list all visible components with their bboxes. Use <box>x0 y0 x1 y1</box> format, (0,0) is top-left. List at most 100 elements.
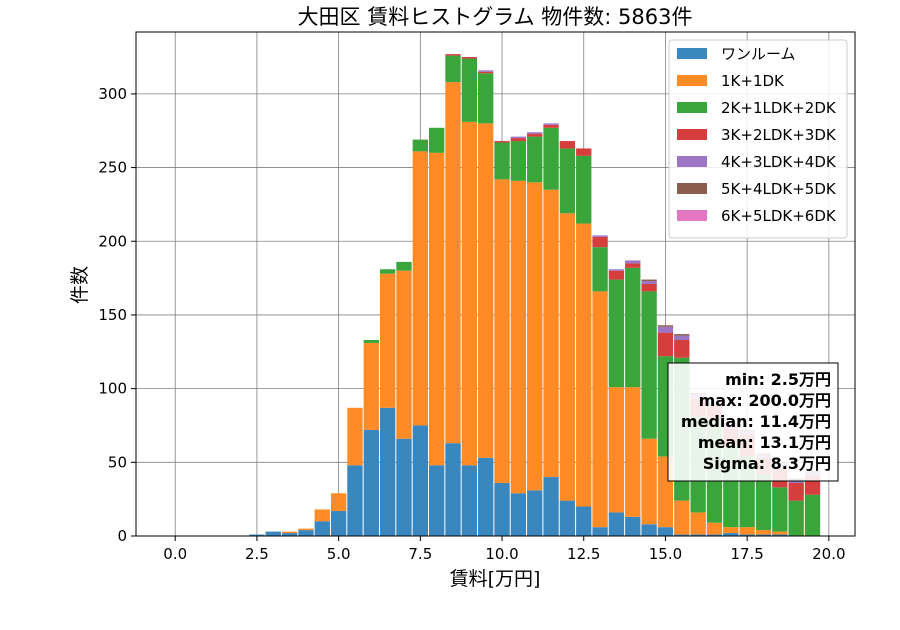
bar-segment <box>608 279 625 388</box>
x-tick-label: 2.5 <box>245 545 269 563</box>
bar-segment <box>347 465 363 536</box>
bar-segment <box>755 474 772 531</box>
bar-segment <box>576 148 592 156</box>
x-tick-label: 10.0 <box>485 545 518 563</box>
bar-segment <box>788 482 804 501</box>
bar-segment <box>674 334 690 336</box>
bar-segment <box>543 477 559 536</box>
bar-segment <box>657 527 674 536</box>
bar-segment <box>706 522 723 535</box>
bar-segment <box>543 123 559 125</box>
bar-segment <box>576 155 592 224</box>
bar-segment <box>739 527 755 535</box>
bar-segment <box>379 269 396 274</box>
bar-segment <box>510 141 527 181</box>
bar-segment <box>674 340 690 358</box>
bar-segment <box>788 500 804 536</box>
bar-segment <box>379 273 396 408</box>
chart-title: 大田区 賃料ヒストグラム 物件数: 5863件 <box>298 5 693 29</box>
bar-segment <box>298 528 314 531</box>
bar-segment <box>314 509 330 522</box>
bar-segment <box>674 335 690 340</box>
bar-segment <box>510 493 527 536</box>
x-tick-label: 15.0 <box>649 545 682 563</box>
bar-segment <box>625 516 641 536</box>
bar-segment <box>641 291 657 439</box>
bar-segment <box>527 182 543 491</box>
bar-segment <box>314 521 330 536</box>
bar-segment <box>592 291 608 528</box>
bar-segment <box>461 57 478 59</box>
stats-line: median: 11.4万円 <box>681 412 831 431</box>
y-tick-label: 200 <box>98 232 127 250</box>
bar-segment <box>429 127 445 153</box>
bar-segment <box>543 189 559 478</box>
legend-swatch <box>677 75 707 86</box>
y-tick-label: 300 <box>98 85 127 103</box>
bar-segment <box>755 534 772 536</box>
bar-segment <box>445 82 461 444</box>
bar-segment <box>363 342 379 430</box>
stats-line: mean: 13.1万円 <box>698 433 831 452</box>
bar-segment <box>641 438 657 525</box>
legend: ワンルーム 1K+1DK 2K+1LDK+2DK 3K+2LDK+3DK 4K+3LDK… <box>668 39 848 239</box>
y-tick-label: 50 <box>108 453 127 471</box>
bar-segment <box>478 70 494 72</box>
bar-segment <box>543 124 559 128</box>
legend-label: 2K+1LDK+2DK <box>721 99 837 117</box>
bar-segment <box>478 73 494 124</box>
bar-segment <box>592 247 608 292</box>
legend-swatch <box>677 48 707 59</box>
bar-segment <box>396 270 412 439</box>
bar-segment <box>625 260 641 264</box>
bar-segment <box>396 261 412 271</box>
x-tick-label: 12.5 <box>567 545 600 563</box>
bar-segment <box>478 71 494 74</box>
bar-segment <box>804 494 821 536</box>
bar-segment <box>559 141 576 149</box>
bar-segment <box>478 123 494 458</box>
legend-swatch <box>677 102 707 113</box>
bar-segment <box>527 490 543 536</box>
bar-segment <box>412 139 429 152</box>
bar-segment <box>608 270 625 280</box>
x-tick-label: 5.0 <box>327 545 351 563</box>
legend-swatch <box>677 129 707 140</box>
bar-segment <box>527 133 543 137</box>
y-tick-label: 100 <box>98 380 127 398</box>
bar-segment <box>527 136 543 183</box>
bar-segment <box>510 138 527 142</box>
bar-segment <box>641 284 657 292</box>
bar-segment <box>625 263 641 268</box>
legend-label: 4K+3LDK+4DK <box>721 153 837 171</box>
bar-segment <box>330 510 347 536</box>
bar-segment <box>723 527 739 534</box>
bar-segment <box>592 236 608 248</box>
bar-segment <box>363 340 379 343</box>
bar-segment <box>674 534 690 536</box>
legend-label: 3K+2LDK+3DK <box>721 126 837 144</box>
bar-segment <box>510 180 527 494</box>
bar-segment <box>608 269 625 271</box>
bar-segment <box>347 407 363 466</box>
bar-segment <box>461 465 478 536</box>
y-tick-label: 150 <box>98 306 127 324</box>
bar-segment <box>739 534 755 536</box>
bar-segment <box>625 387 641 517</box>
bar-segment <box>723 533 739 536</box>
legend-label: 6K+5LDK+6DK <box>721 207 837 225</box>
x-tick-label: 7.5 <box>408 545 432 563</box>
legend-box <box>668 39 848 239</box>
bar-segment <box>559 500 576 536</box>
legend-swatch <box>677 156 707 167</box>
bar-segment <box>772 487 788 532</box>
bar-segment <box>641 524 657 536</box>
bar-segment <box>657 332 674 357</box>
bar-segment <box>592 235 608 237</box>
bar-segment <box>755 530 772 535</box>
bar-segment <box>478 457 494 536</box>
bar-segment <box>494 141 510 143</box>
bar-segment <box>608 512 625 536</box>
bar-segment <box>445 443 461 536</box>
bar-segment <box>772 534 788 536</box>
